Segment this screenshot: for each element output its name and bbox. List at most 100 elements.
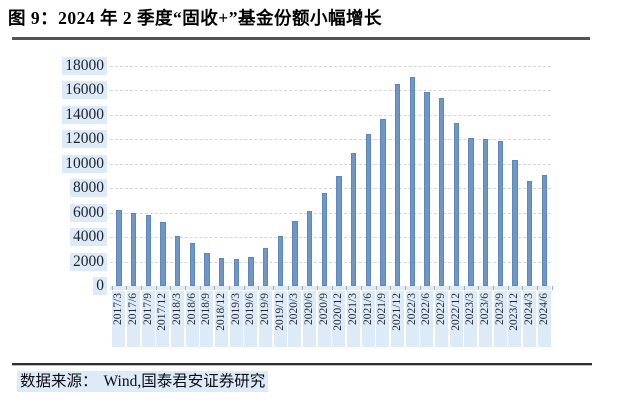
gridline	[110, 237, 551, 239]
bar	[277, 235, 284, 286]
x-axis-label: 2018/9	[200, 291, 214, 347]
gridline	[110, 212, 551, 214]
axis-tick	[243, 286, 245, 290]
x-axis-label: 2020/9	[317, 291, 331, 347]
gridline	[110, 261, 551, 263]
x-axis-label: 2020/12	[332, 291, 346, 347]
axis-tick	[375, 286, 377, 290]
y-axis-label: 16000	[62, 81, 107, 100]
bar	[262, 248, 269, 286]
y-axis-label: 10000	[62, 154, 107, 173]
axis-tick	[273, 286, 274, 290]
x-axis-label: 2018/6	[185, 291, 199, 347]
bar	[380, 118, 386, 286]
bar	[218, 257, 225, 286]
x-axis-label: 2022/3	[405, 291, 419, 347]
figure-title: 图 9：2024 年 2 季度“固收+”基金份额小幅增长	[8, 8, 382, 28]
bar	[468, 138, 474, 286]
bar	[145, 215, 152, 286]
x-axis-label: 2021/3	[346, 291, 360, 347]
bar	[526, 180, 533, 286]
axis-tick	[141, 286, 142, 290]
gridline	[110, 66, 551, 67]
x-axis-label: 2022/9	[434, 291, 448, 347]
x-axis-label: 2021/6	[361, 291, 375, 347]
axis-tick	[287, 286, 289, 290]
x-axis-label: 2019/3	[229, 291, 243, 347]
axis-tick	[419, 286, 421, 290]
bar	[189, 243, 196, 286]
title-underline	[12, 37, 590, 40]
bar	[160, 222, 166, 286]
y-axis-label: 0	[93, 277, 107, 295]
x-axis-strip	[110, 286, 551, 290]
bar	[512, 160, 518, 286]
bar	[292, 221, 298, 286]
axis-tick	[199, 286, 201, 290]
x-axis-label: 2021/12	[390, 291, 404, 347]
axis-tick	[537, 286, 538, 290]
x-axis-label: 2019/6	[244, 291, 258, 347]
bar	[482, 139, 489, 286]
axis-tick	[390, 286, 392, 290]
x-axis-label: 2024/6	[537, 291, 551, 347]
source-divider	[12, 363, 592, 366]
axis-tick	[302, 286, 304, 290]
x-axis-label: 2019/12	[273, 291, 287, 347]
source-text: Wind,国泰君安证券研究	[100, 371, 269, 392]
y-axis-label: 2000	[70, 252, 107, 271]
bar	[336, 176, 342, 286]
x-axis-label: 2017/9	[141, 291, 155, 347]
bar	[541, 174, 548, 286]
bar	[350, 152, 357, 286]
axis-tick	[361, 286, 362, 290]
bar	[116, 210, 122, 286]
axis-tick	[449, 286, 450, 290]
y-axis-label: 4000	[70, 228, 107, 247]
x-axis-label: 2020/6	[302, 291, 316, 347]
bar	[306, 211, 313, 286]
axis-tick	[126, 286, 128, 290]
axis-tick	[170, 286, 172, 290]
bar	[174, 235, 181, 286]
gridline	[110, 114, 551, 116]
bar	[233, 259, 240, 286]
x-axis-label: 2017/3	[112, 291, 126, 347]
bar	[438, 97, 445, 286]
x-axis-label: 2023/9	[493, 291, 507, 347]
x-axis-label: 2017/6	[126, 291, 140, 347]
bar	[365, 134, 372, 286]
bar	[321, 193, 328, 286]
source-label: 数据来源：	[17, 371, 101, 392]
x-axis-label: 2022/12	[449, 291, 463, 347]
axis-tick	[507, 286, 509, 290]
x-axis-label: 2024/3	[522, 291, 536, 347]
source-line: 数据来源： Wind,国泰君安证券研究	[17, 369, 269, 392]
x-axis-label: 2018/3	[170, 291, 184, 347]
x-axis-label: 2018/12	[214, 291, 228, 347]
axis-tick	[214, 286, 216, 290]
x-axis-label: 2022/6	[420, 291, 434, 347]
x-axis-label: 2023/3	[464, 291, 478, 347]
axis-tick	[346, 286, 348, 290]
axis-tick	[522, 286, 524, 290]
axis-tick	[155, 286, 157, 290]
axis-tick	[331, 286, 333, 290]
axis-tick	[405, 286, 406, 290]
plot-area	[110, 66, 551, 286]
gridline	[110, 90, 551, 92]
bar	[453, 123, 460, 286]
y-axis-label: 8000	[70, 179, 107, 198]
bar	[248, 256, 254, 286]
gridline	[110, 163, 551, 165]
x-axis-label: 2021/9	[376, 291, 390, 347]
axis-tick	[229, 286, 230, 290]
bar	[130, 212, 137, 286]
x-axis-label: 2019/9	[258, 291, 272, 347]
x-axis-label: 2017/12	[156, 291, 170, 347]
axis-tick	[478, 286, 480, 290]
axis-tick	[317, 286, 318, 290]
bar	[394, 84, 401, 286]
axis-tick	[493, 286, 494, 290]
